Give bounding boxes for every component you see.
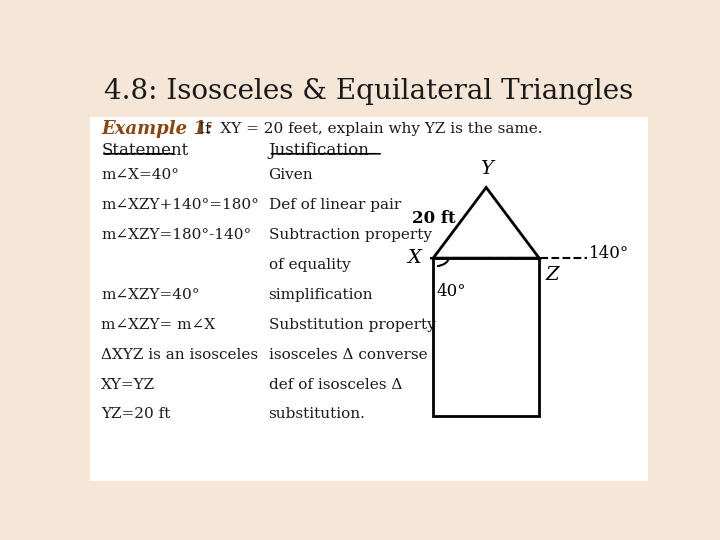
- Text: Def of linear pair: Def of linear pair: [269, 198, 401, 212]
- Text: X: X: [407, 249, 421, 267]
- Bar: [433, 258, 539, 416]
- Text: substitution.: substitution.: [269, 408, 366, 422]
- Text: Justification: Justification: [269, 141, 369, 159]
- Text: If  XY = 20 feet, explain why YZ is the same.: If XY = 20 feet, explain why YZ is the s…: [199, 122, 542, 136]
- Text: XY=YZ: XY=YZ: [101, 377, 156, 392]
- Text: Subtraction property: Subtraction property: [269, 228, 431, 242]
- Text: 4.8: Isosceles & Equilateral Triangles: 4.8: Isosceles & Equilateral Triangles: [104, 78, 634, 105]
- Text: m∠XZY=180°-140°: m∠XZY=180°-140°: [101, 228, 251, 242]
- Text: 140°: 140°: [590, 246, 630, 262]
- Text: Y: Y: [480, 160, 492, 178]
- Text: simplification: simplification: [269, 288, 373, 302]
- Text: def of isosceles Δ: def of isosceles Δ: [269, 377, 402, 392]
- Text: 20 ft: 20 ft: [412, 210, 456, 227]
- Text: isosceles Δ converse: isosceles Δ converse: [269, 348, 427, 362]
- Text: Substitution property: Substitution property: [269, 318, 436, 332]
- Text: of equality: of equality: [269, 258, 351, 272]
- Text: m∠XZY=40°: m∠XZY=40°: [101, 288, 199, 302]
- Text: 40°: 40°: [436, 283, 466, 300]
- Text: ΔXYZ is an isosceles: ΔXYZ is an isosceles: [101, 348, 258, 362]
- Text: m∠XZY+140°=180°: m∠XZY+140°=180°: [101, 198, 259, 212]
- Text: m∠X=40°: m∠X=40°: [101, 168, 179, 182]
- Text: Given: Given: [269, 168, 313, 182]
- FancyBboxPatch shape: [90, 117, 648, 481]
- Text: YZ=20 ft: YZ=20 ft: [101, 408, 171, 422]
- Text: Z: Z: [546, 266, 559, 284]
- Text: Example 1:: Example 1:: [101, 120, 212, 138]
- Polygon shape: [433, 187, 539, 258]
- Text: Statement: Statement: [101, 141, 189, 159]
- Text: m∠XZY= m∠X: m∠XZY= m∠X: [101, 318, 215, 332]
